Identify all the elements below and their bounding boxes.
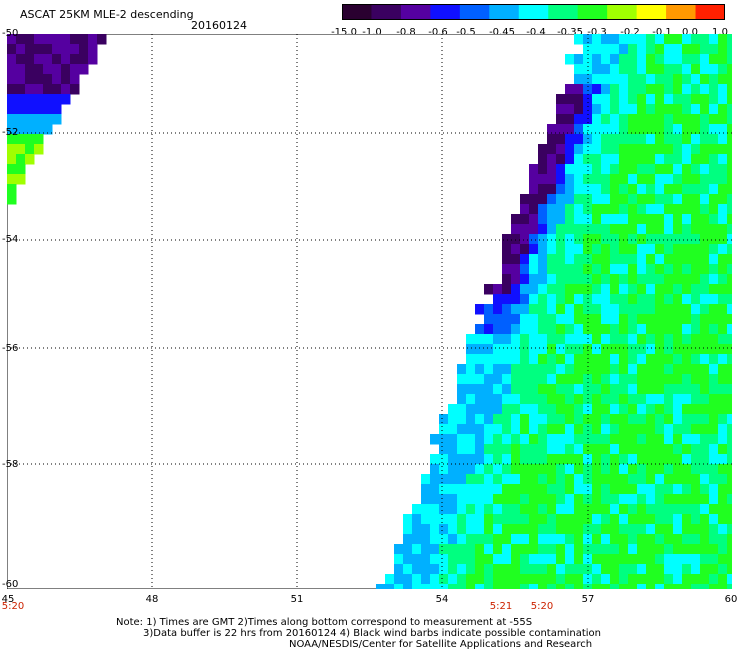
ascat-swath (7, 34, 732, 589)
map-date: 20160124 (191, 19, 247, 32)
colorbar-segment (518, 4, 549, 20)
colorbar (342, 4, 725, 20)
lon-label: 48 (145, 594, 159, 605)
graticule (7, 34, 732, 589)
time-label-2: 5:21 (489, 601, 513, 612)
colorbar-label: -0.5 (456, 27, 476, 38)
note-line-1: Note: 1) Times are GMT 2)Times along bot… (116, 617, 533, 628)
colorbar-segment (548, 4, 579, 20)
time-label-1: 5:20 (1, 601, 25, 612)
lat-label: -54 (2, 234, 19, 245)
colorbar-segment (430, 4, 461, 20)
lon-label: 51 (290, 594, 304, 605)
colorbar-segment (695, 4, 725, 20)
lon-label: 57 (581, 594, 595, 605)
lat-label: -50 (2, 28, 19, 39)
colorbar-segment (607, 4, 638, 20)
lat-label: -60 (2, 579, 19, 590)
colorbar-label: -0.3 (587, 27, 607, 38)
colorbar-segment (342, 4, 373, 20)
colorbar-label: -0.4 (526, 27, 546, 38)
colorbar-segment (666, 4, 697, 20)
colorbar-segment (371, 4, 402, 20)
map-plot (7, 34, 732, 589)
colorbar-label: -0.6 (428, 27, 448, 38)
colorbar-label: 0.0 (682, 27, 698, 38)
lat-label: -56 (2, 343, 19, 354)
colorbar-segment (577, 4, 608, 20)
colorbar-label: 1.0 (712, 27, 728, 38)
lon-label: 45 (1, 594, 15, 605)
lon-label: 60 (724, 594, 738, 605)
lon-label: 54 (435, 594, 449, 605)
colorbar-label: -0.2 (620, 27, 640, 38)
lat-label: -52 (2, 127, 19, 138)
colorbar-label: -1.0 (362, 27, 382, 38)
colorbar-label: -0.35 (557, 27, 583, 38)
note-line-2: 3)Data buffer is 22 hrs from 20160124 4)… (143, 628, 601, 639)
colorbar-segment (636, 4, 667, 20)
lat-label: -58 (2, 459, 19, 470)
colorbar-label: -15.0 (331, 27, 357, 38)
note-line-3: NOAA/NESDIS/Center for Satellite Applica… (289, 639, 593, 650)
colorbar-label: -0.1 (652, 27, 672, 38)
colorbar-label: -0.8 (396, 27, 416, 38)
time-label-3: 5:20 (530, 601, 554, 612)
colorbar-segment (489, 4, 520, 20)
colorbar-segment (400, 4, 431, 20)
colorbar-label: -0.45 (489, 27, 515, 38)
map-title: ASCAT 25KM MLE-2 descending (20, 8, 194, 21)
colorbar-segment (459, 4, 490, 20)
